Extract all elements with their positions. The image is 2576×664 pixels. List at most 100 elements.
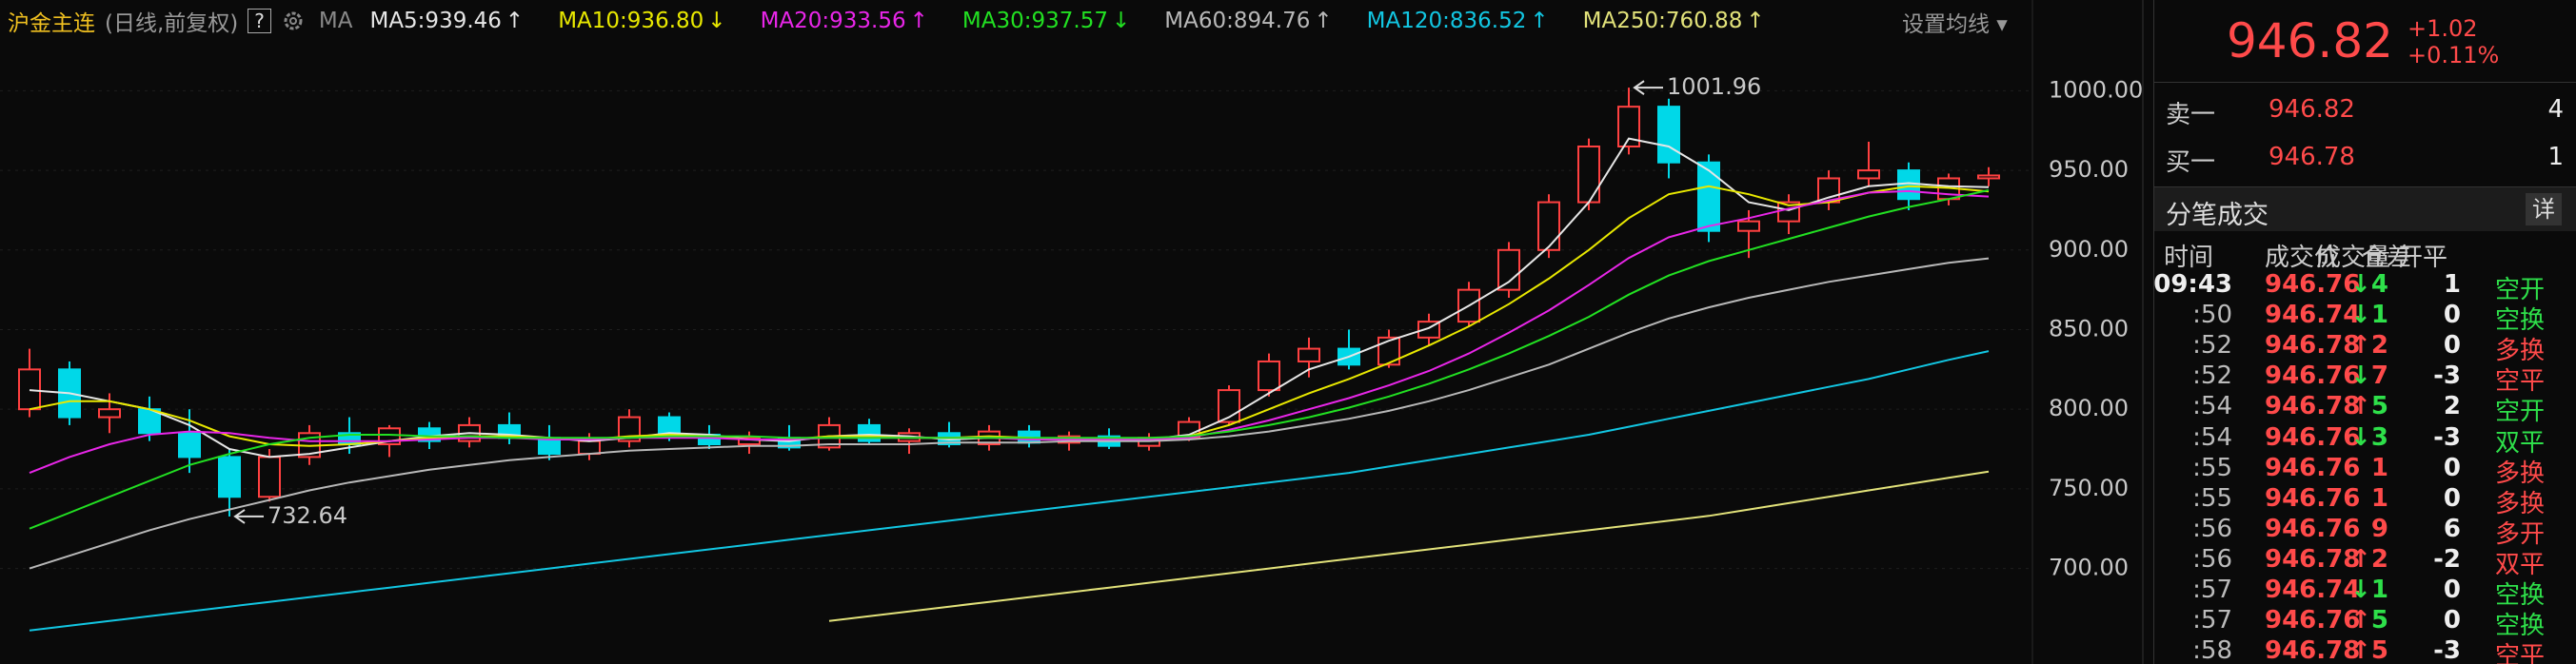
trade-type: 多开 — [2495, 519, 2546, 549]
y-tick-label: 750.00 — [2049, 475, 2129, 501]
candle-body — [1497, 248, 1520, 291]
trade-price: 946.74 — [2265, 301, 2361, 330]
trade-volume: 5 — [2370, 606, 2388, 635]
trade-time: :58 — [2192, 636, 2232, 664]
trade-diff: -3 — [2433, 636, 2461, 664]
candle-body — [1617, 106, 1640, 147]
candle-body — [1298, 347, 1320, 362]
book-label: 卖一 — [2166, 101, 2216, 129]
trade-type: 空平 — [2495, 642, 2546, 664]
legend-entry: MA10:936.80 ↓ — [558, 9, 735, 33]
trade-time: :54 — [2192, 392, 2232, 421]
y-tick-label: 900.00 — [2049, 236, 2129, 263]
trade-price: 946.78 — [2265, 392, 2361, 421]
candle-body — [1657, 106, 1680, 164]
legend-entry: MA30:937.57 ↓ — [962, 9, 1139, 33]
candle-body — [258, 456, 281, 498]
ma-label: MA — [318, 9, 353, 33]
legend-entry: MA5:939.46 ↑ — [369, 9, 533, 33]
trades-header: 开平 — [2398, 244, 2448, 272]
candle-body — [738, 437, 761, 446]
trades-header: 成交量 — [2316, 244, 2391, 272]
detail-button[interactable]: 详 — [2526, 193, 2562, 225]
y-tick-label: 800.00 — [2049, 395, 2129, 421]
chart-header: 沪金主连 (日线,前复权) ? MA MA5:939.46 ↑ MA10:936.8… — [8, 4, 1799, 38]
trade-time: :52 — [2192, 361, 2232, 391]
legend-name: MA5:939.46 — [369, 9, 502, 33]
trade-diff: 6 — [2443, 514, 2461, 543]
symbol-title: 沪金主连 — [8, 11, 95, 36]
trade-diff: 0 — [2443, 606, 2461, 635]
trade-arrow: ↑ — [2350, 331, 2371, 361]
ma-line — [29, 137, 1990, 459]
trade-volume: 5 — [2370, 636, 2388, 664]
trade-diff: -3 — [2433, 361, 2461, 391]
trade-diff: -2 — [2433, 544, 2461, 574]
candle-body — [1857, 169, 1880, 180]
ma-line — [29, 185, 1990, 447]
book-volume: 1 — [2547, 143, 2564, 171]
trades-header: 仓差 — [2362, 244, 2412, 272]
book-label: 买一 — [2166, 148, 2216, 177]
extreme-label: 732.64 — [268, 502, 347, 529]
trade-volume: 5 — [2370, 392, 2388, 421]
trade-time: :54 — [2192, 422, 2232, 452]
candle-body — [98, 408, 121, 419]
ma-settings-text: 设置均线 — [1902, 12, 1990, 37]
help-button[interactable]: ? — [248, 9, 271, 33]
trade-type: 多换 — [2495, 337, 2546, 366]
y-tick-label: 950.00 — [2049, 156, 2129, 183]
book-price: 946.82 — [2269, 95, 2355, 124]
candle-body — [1697, 161, 1720, 232]
y-tick-label: 1000.00 — [2049, 76, 2143, 103]
candle-body — [618, 416, 641, 442]
legend-trend: ↑ — [1314, 9, 1333, 33]
trade-price: 946.76 — [2265, 514, 2361, 543]
trade-diff: 0 — [2443, 331, 2461, 361]
trade-time: :55 — [2192, 453, 2232, 482]
legend-entry: MA120:836.52 ↑ — [1367, 9, 1558, 33]
trade-price: 946.76 — [2265, 453, 2361, 482]
trade-volume: 1 — [2370, 576, 2388, 604]
book-volume: 4 — [2547, 95, 2564, 124]
trade-price: 946.76 — [2265, 606, 2361, 635]
change: +1.02 — [2408, 15, 2478, 42]
candle-body — [1897, 169, 1920, 201]
trade-type: 双平 — [2495, 550, 2546, 579]
trade-type: 空换 — [2495, 306, 2546, 336]
trade-time: :55 — [2192, 483, 2232, 513]
annotation-arrow — [1633, 80, 1663, 95]
legend-name: MA120:836.52 — [1366, 9, 1527, 33]
y-tick-label: 700.00 — [2049, 555, 2129, 581]
trade-time: :57 — [2192, 576, 2232, 604]
candle-body — [1737, 220, 1760, 232]
trade-time: :56 — [2192, 544, 2232, 574]
settings-icon[interactable] — [281, 9, 306, 34]
trade-price: 946.76 — [2265, 361, 2361, 391]
trade-price: 946.76 — [2265, 422, 2361, 452]
legend-name: MA20:933.56 — [760, 9, 906, 33]
legend-trend: ↓ — [707, 9, 726, 33]
trades-bar — [2154, 186, 2576, 231]
trade-price: 946.78 — [2265, 636, 2361, 664]
trade-type: 空换 — [2495, 581, 2546, 610]
legend-entry: MA60:894.76 ↑ — [1164, 9, 1341, 33]
ma-settings[interactable]: 设置均线 ▾ — [1902, 12, 2008, 37]
y-tick-label: 850.00 — [2049, 315, 2129, 342]
candle-body — [218, 456, 241, 498]
quote-panel: 946.82 +1.02 +0.11% 卖一 946.82 4 买一 946.78 1 分… — [2153, 0, 2576, 664]
trade-price: 946.76 — [2265, 270, 2361, 299]
trade-arrow: ↓ — [2350, 361, 2371, 391]
trade-arrow: ↑ — [2350, 544, 2371, 574]
legend-entry: MA250:760.88 ↑ — [1583, 9, 1774, 33]
trade-time: :57 — [2192, 606, 2232, 635]
trade-type: 空开 — [2495, 398, 2546, 427]
trade-volume: 3 — [2370, 422, 2388, 452]
trade-diff: 0 — [2443, 301, 2461, 330]
legend-name: MA60:894.76 — [1164, 9, 1311, 33]
trade-volume: 1 — [2370, 483, 2388, 513]
trade-time: :52 — [2192, 331, 2232, 361]
candle-body — [1537, 201, 1560, 251]
trade-volume: 1 — [2370, 301, 2388, 330]
trades-title: 分笔成交 — [2166, 201, 2269, 230]
